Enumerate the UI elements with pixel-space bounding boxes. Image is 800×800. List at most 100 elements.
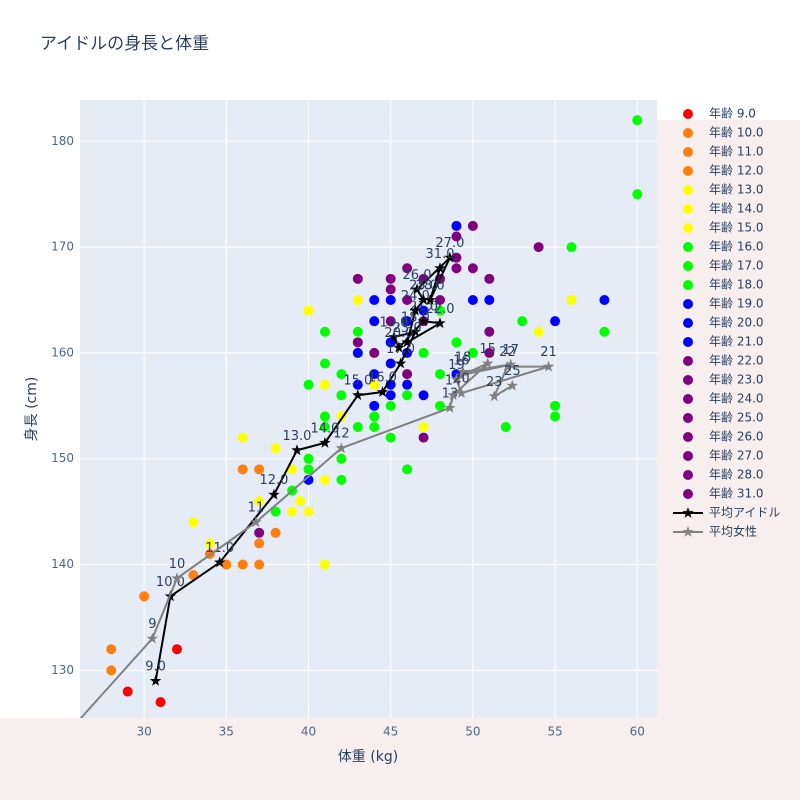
y-tick-label: 160 <box>51 345 74 359</box>
legend-marker <box>683 356 693 366</box>
data-point <box>402 295 413 306</box>
star-marker <box>214 556 226 568</box>
legend-label: 年齢 12.0 <box>709 163 764 178</box>
data-point <box>467 220 478 231</box>
star-marker <box>434 317 446 329</box>
star-marker <box>171 572 183 584</box>
data-point <box>254 464 265 475</box>
data-label: 13.0 <box>283 429 312 444</box>
data-point <box>566 242 577 253</box>
data-point <box>270 527 281 538</box>
data-point <box>369 316 380 327</box>
data-point <box>435 305 446 316</box>
legend-label: 年齢 10.0 <box>709 125 764 140</box>
star-marker <box>401 336 413 348</box>
data-point <box>336 453 347 464</box>
star-marker <box>542 360 555 372</box>
legend-label: 年齢 31.0 <box>709 486 764 501</box>
legend-marker <box>683 432 693 442</box>
star-marker <box>388 331 400 342</box>
legend-label: 年齢 18.0 <box>709 277 764 292</box>
data-label: 15.0 <box>343 374 372 389</box>
data-label: 22.0 <box>426 302 455 317</box>
data-point <box>287 506 298 517</box>
data-label: 26.0 <box>403 268 432 283</box>
legend-label: 年齢 24.0 <box>709 391 764 406</box>
star-marker <box>506 379 518 391</box>
x-axis-title: 体重 (kg) <box>338 749 398 765</box>
data-label: 31.0 <box>426 247 455 262</box>
data-point <box>237 432 248 443</box>
data-point <box>484 347 495 358</box>
data-point <box>402 379 413 390</box>
data-point <box>385 273 396 284</box>
data-point <box>254 559 265 570</box>
legend-label: 年齢 19.0 <box>709 296 764 311</box>
data-point <box>418 432 429 443</box>
data-point <box>533 326 544 337</box>
data-point <box>435 400 446 411</box>
star-marker <box>291 444 303 456</box>
legend-label: 平均女性 <box>709 524 757 539</box>
data-label: 27.0 <box>435 236 464 251</box>
data-point <box>484 326 495 337</box>
data-label: 20.0 <box>384 326 413 341</box>
data-label: 22 <box>499 345 516 360</box>
data-point <box>254 538 265 549</box>
data-point <box>106 665 117 676</box>
star-marker <box>457 366 469 377</box>
data-point <box>303 474 314 485</box>
data-point <box>599 295 610 306</box>
y-tick-label: 150 <box>51 451 74 465</box>
data-point <box>484 273 495 284</box>
data-point <box>336 369 347 380</box>
y-tick-label: 170 <box>51 240 74 254</box>
data-point <box>352 347 363 358</box>
data-point <box>295 496 306 507</box>
data-label: 12 <box>333 427 350 442</box>
data-point <box>599 326 610 337</box>
star-marker <box>394 357 407 369</box>
star-marker <box>434 262 446 274</box>
data-point <box>287 464 298 475</box>
x-tick-label: 45 <box>383 725 398 739</box>
legend-label: 年齢 11.0 <box>709 144 764 159</box>
data-point <box>319 421 330 432</box>
data-point <box>352 421 363 432</box>
legend-label: 年齢 27.0 <box>709 448 764 463</box>
star-marker <box>447 389 459 401</box>
legend-marker <box>683 223 693 233</box>
legend-label: 年齢 23.0 <box>709 372 764 387</box>
x-tick-label: 30 <box>136 725 151 739</box>
data-label: 21 <box>540 345 557 360</box>
legend-label: 年齢 26.0 <box>709 429 764 444</box>
data-point <box>319 326 330 337</box>
legend-marker <box>683 147 693 157</box>
data-point <box>517 316 528 327</box>
legend-marker <box>683 109 693 119</box>
data-label: 19 <box>448 358 465 373</box>
legend-marker <box>683 318 693 328</box>
legend-marker <box>683 413 693 423</box>
data-label: 23 <box>486 375 503 390</box>
data-label: 17 <box>502 343 519 358</box>
data-point <box>500 421 511 432</box>
legend-label: 年齢 25.0 <box>709 410 764 425</box>
legend-label: 年齢 20.0 <box>709 315 764 330</box>
x-tick-label: 55 <box>547 725 562 739</box>
data-label: 18 <box>455 350 472 365</box>
data-point <box>303 453 314 464</box>
data-label: 16.0 <box>368 371 397 386</box>
legend-marker <box>683 261 693 271</box>
data-point <box>303 305 314 316</box>
star-marker <box>352 389 364 401</box>
y-tick-label: 180 <box>51 134 74 148</box>
star-marker <box>376 386 389 397</box>
star-marker <box>501 360 514 372</box>
data-label: 20 <box>453 372 470 387</box>
data-point <box>303 506 314 517</box>
data-point <box>451 220 462 231</box>
data-point <box>254 496 265 507</box>
legend-label: 年齢 22.0 <box>709 353 764 368</box>
background-panel <box>657 120 800 800</box>
